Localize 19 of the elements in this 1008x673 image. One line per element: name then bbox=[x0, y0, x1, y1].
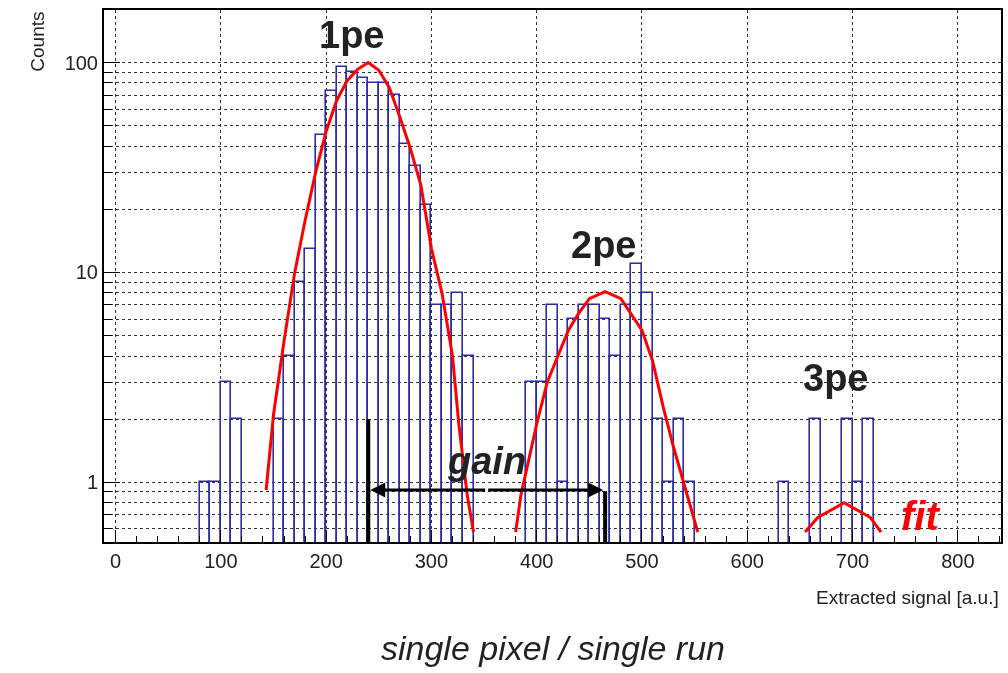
y-tick-label: 100 bbox=[64, 51, 98, 74]
x-tick-label: 500 bbox=[625, 550, 659, 572]
annotation: 2pe bbox=[571, 224, 637, 266]
x-tick-label: 300 bbox=[414, 550, 449, 572]
x-tick-label: 400 bbox=[520, 550, 554, 572]
x-tick-label: 800 bbox=[941, 550, 975, 572]
y-tick-label: 1 bbox=[86, 471, 98, 494]
x-tick-label: 0 bbox=[110, 550, 122, 572]
x-axis-title: Extracted signal [a.u.] bbox=[816, 587, 999, 608]
x-tick-label: 700 bbox=[835, 550, 870, 572]
series-label: fit bbox=[901, 494, 941, 538]
x-tick-label: 100 bbox=[204, 550, 238, 572]
y-axis-title: Counts bbox=[26, 11, 48, 72]
x-tick-label: 600 bbox=[730, 550, 764, 572]
text: single pixel / single run bbox=[381, 629, 725, 667]
annotation: 1pe bbox=[319, 14, 385, 56]
x-tick-label: 200 bbox=[309, 550, 343, 572]
y-tick-label: 10 bbox=[75, 261, 98, 284]
annotation: 3pe bbox=[803, 357, 869, 399]
